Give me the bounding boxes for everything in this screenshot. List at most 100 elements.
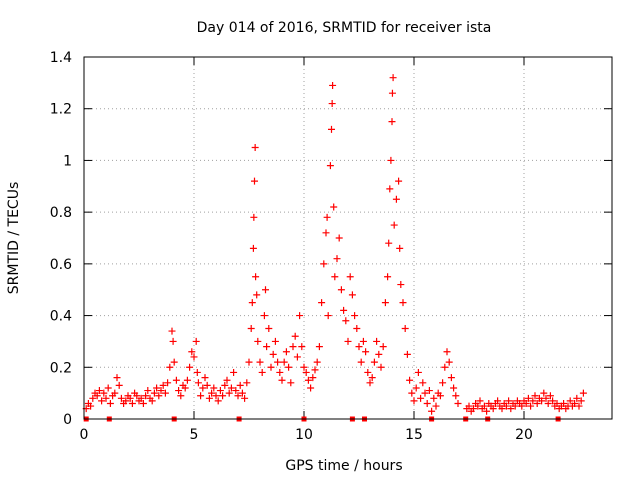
data-point	[115, 381, 123, 389]
data-point	[214, 397, 222, 405]
data-point	[379, 343, 387, 351]
data-point	[342, 317, 350, 325]
data-point	[137, 394, 145, 402]
data-point	[238, 389, 246, 397]
data-point	[421, 389, 429, 397]
data-point	[269, 350, 277, 358]
data-point	[571, 399, 579, 407]
data-point	[256, 358, 264, 366]
data-point	[323, 213, 331, 221]
data-point	[232, 387, 240, 395]
data-point	[387, 156, 395, 164]
data-point	[87, 402, 95, 410]
x-tick-label: 20	[515, 427, 533, 443]
data-point	[245, 358, 253, 366]
data-point	[100, 389, 108, 397]
data-point	[128, 399, 136, 407]
data-point	[542, 394, 550, 402]
data-point	[522, 399, 530, 407]
data-point	[216, 387, 224, 395]
data-point	[253, 291, 261, 299]
data-point	[212, 392, 220, 400]
y-tick-label: 1.2	[50, 102, 72, 118]
data-point	[412, 384, 420, 392]
data-point	[399, 299, 407, 307]
data-point	[373, 337, 381, 345]
data-point	[293, 353, 301, 361]
data-point	[505, 397, 513, 405]
data-point	[248, 299, 256, 307]
data-point	[476, 397, 484, 405]
data-point	[549, 397, 557, 405]
data-point	[423, 399, 431, 407]
data-point	[344, 337, 352, 345]
tick-labels: 0 5 10 15 20 0 0.2 0.4 0.6 0.8 1 1.2 1.4	[50, 50, 533, 443]
data-point	[443, 348, 451, 356]
data-point	[322, 229, 330, 237]
data-point	[331, 273, 339, 281]
x-axis-label: GPS time / hours	[285, 458, 402, 474]
data-point	[408, 389, 416, 397]
data-point	[280, 358, 288, 366]
data-point	[364, 368, 372, 376]
data-point	[142, 392, 150, 400]
data-point	[175, 387, 183, 395]
data-point	[161, 389, 169, 397]
x-tick-label: 10	[295, 427, 313, 443]
data-point	[93, 392, 101, 400]
data-point	[208, 389, 216, 397]
data-point	[573, 394, 581, 402]
data-point	[533, 399, 541, 407]
data-point	[392, 195, 400, 203]
data-point	[219, 392, 227, 400]
data-point	[234, 392, 242, 400]
data-point	[243, 379, 251, 387]
data-point	[346, 273, 354, 281]
data-point	[172, 376, 180, 384]
data-point	[169, 337, 177, 345]
data-point	[335, 234, 343, 242]
data-point	[271, 337, 279, 345]
data-point	[384, 273, 392, 281]
data-point	[377, 363, 385, 371]
data-point	[566, 397, 574, 405]
data-point	[454, 399, 462, 407]
data-point	[406, 376, 414, 384]
data-point	[170, 358, 178, 366]
data-point	[428, 407, 436, 415]
data-point	[351, 312, 359, 320]
data-point	[579, 389, 587, 397]
data-point	[430, 394, 438, 402]
data-point	[122, 397, 130, 405]
data-point	[388, 118, 396, 126]
data-point	[111, 389, 119, 397]
data-point	[117, 394, 125, 402]
data-point	[531, 392, 539, 400]
axis-ticks	[83, 56, 612, 420]
data-point	[403, 350, 411, 358]
data-point	[102, 394, 110, 402]
y-tick-label: 0.8	[50, 205, 72, 221]
data-point	[480, 402, 488, 410]
data-point	[249, 244, 257, 252]
data-point	[318, 299, 326, 307]
data-point	[324, 312, 332, 320]
data-point	[251, 144, 259, 151]
data-point	[469, 405, 477, 413]
data-point	[396, 244, 404, 252]
data-point	[296, 312, 304, 320]
data-point	[197, 392, 205, 400]
y-tick-label: 1	[63, 153, 72, 169]
data-point	[274, 358, 282, 366]
data-point	[153, 384, 161, 392]
data-point	[397, 281, 405, 289]
data-point	[225, 389, 233, 397]
data-point	[227, 384, 235, 392]
data-point	[190, 353, 198, 361]
data-point	[201, 374, 209, 382]
data-point	[126, 394, 134, 402]
data-point	[474, 402, 482, 410]
data-point	[553, 399, 561, 407]
data-point	[247, 325, 255, 332]
data-point	[370, 358, 378, 366]
